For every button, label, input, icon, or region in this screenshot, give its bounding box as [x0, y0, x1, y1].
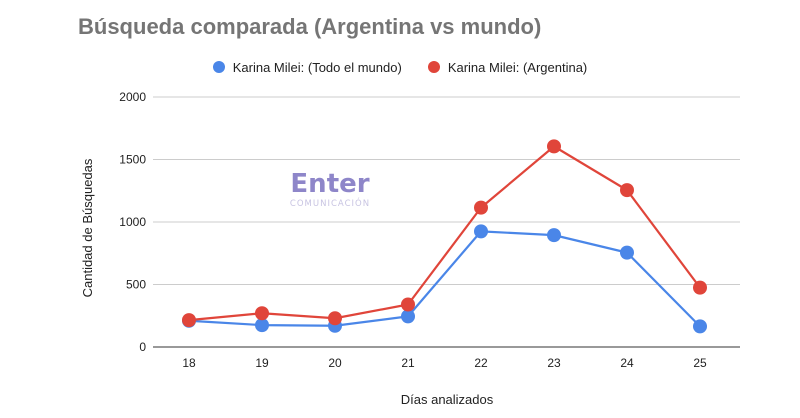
y-tick-label: 1000 [119, 215, 146, 229]
legend-item-world[interactable]: Karina Milei: (Todo el mundo) [212, 57, 402, 77]
y-tick-label: 1500 [119, 153, 146, 167]
y-tick-label: 2000 [119, 90, 146, 104]
legend: Karina Milei: (Todo el mundo) Karina Mil… [0, 57, 800, 77]
series-group [182, 139, 707, 334]
x-tick-label: 21 [401, 356, 415, 370]
data-point-1-22[interactable] [474, 200, 488, 215]
data-point-1-20[interactable] [328, 311, 342, 326]
data-point-0-22[interactable] [474, 224, 488, 239]
x-tick-label: 18 [182, 356, 196, 370]
x-axis-label: Días analizados [401, 392, 494, 407]
x-tick-label: 19 [255, 356, 269, 370]
data-point-1-25[interactable] [693, 280, 707, 295]
data-point-0-24[interactable] [620, 245, 634, 260]
data-point-0-23[interactable] [547, 228, 561, 243]
legend-item-argentina[interactable]: Karina Milei: (Argentina) [427, 57, 588, 77]
watermark-logo: Enter COMUNICACIÓN [290, 169, 370, 209]
data-point-1-18[interactable] [182, 313, 196, 328]
x-axis-ticks: 18 19 20 21 22 23 24 25 [182, 356, 707, 370]
legend-marker-argentina [427, 61, 440, 73]
data-point-1-19[interactable] [255, 306, 269, 321]
chart-title: Búsqueda comparada (Argentina vs mundo) [78, 14, 542, 39]
gridlines [153, 96, 740, 348]
x-tick-label: 24 [620, 356, 634, 370]
y-tick-label: 500 [126, 278, 146, 292]
y-axis-ticks: 0 500 1000 1500 2000 [119, 90, 146, 354]
data-point-1-23[interactable] [547, 139, 561, 154]
x-tick-label: 23 [547, 356, 561, 370]
legend-label-world: Karina Milei: (Todo el mundo) [232, 59, 402, 75]
x-tick-label: 22 [474, 356, 488, 370]
watermark-text: Enter [290, 169, 369, 199]
y-axis-label: Cantidad de Búsquedas [80, 158, 95, 297]
data-point-0-19[interactable] [255, 318, 269, 333]
series-line-1 [188, 145, 701, 322]
y-tick-label: 0 [139, 340, 146, 354]
series-line-0 [188, 230, 701, 328]
watermark-subtext: COMUNICACIÓN [290, 197, 370, 209]
data-point-1-24[interactable] [620, 183, 634, 198]
data-point-1-21[interactable] [401, 297, 415, 312]
data-point-0-21[interactable] [401, 309, 415, 324]
x-tick-label: 25 [693, 356, 707, 370]
legend-marker-world [212, 61, 225, 73]
legend-label-argentina: Karina Milei: (Argentina) [447, 59, 588, 75]
data-point-0-25[interactable] [693, 319, 707, 334]
x-tick-label: 20 [328, 356, 342, 370]
